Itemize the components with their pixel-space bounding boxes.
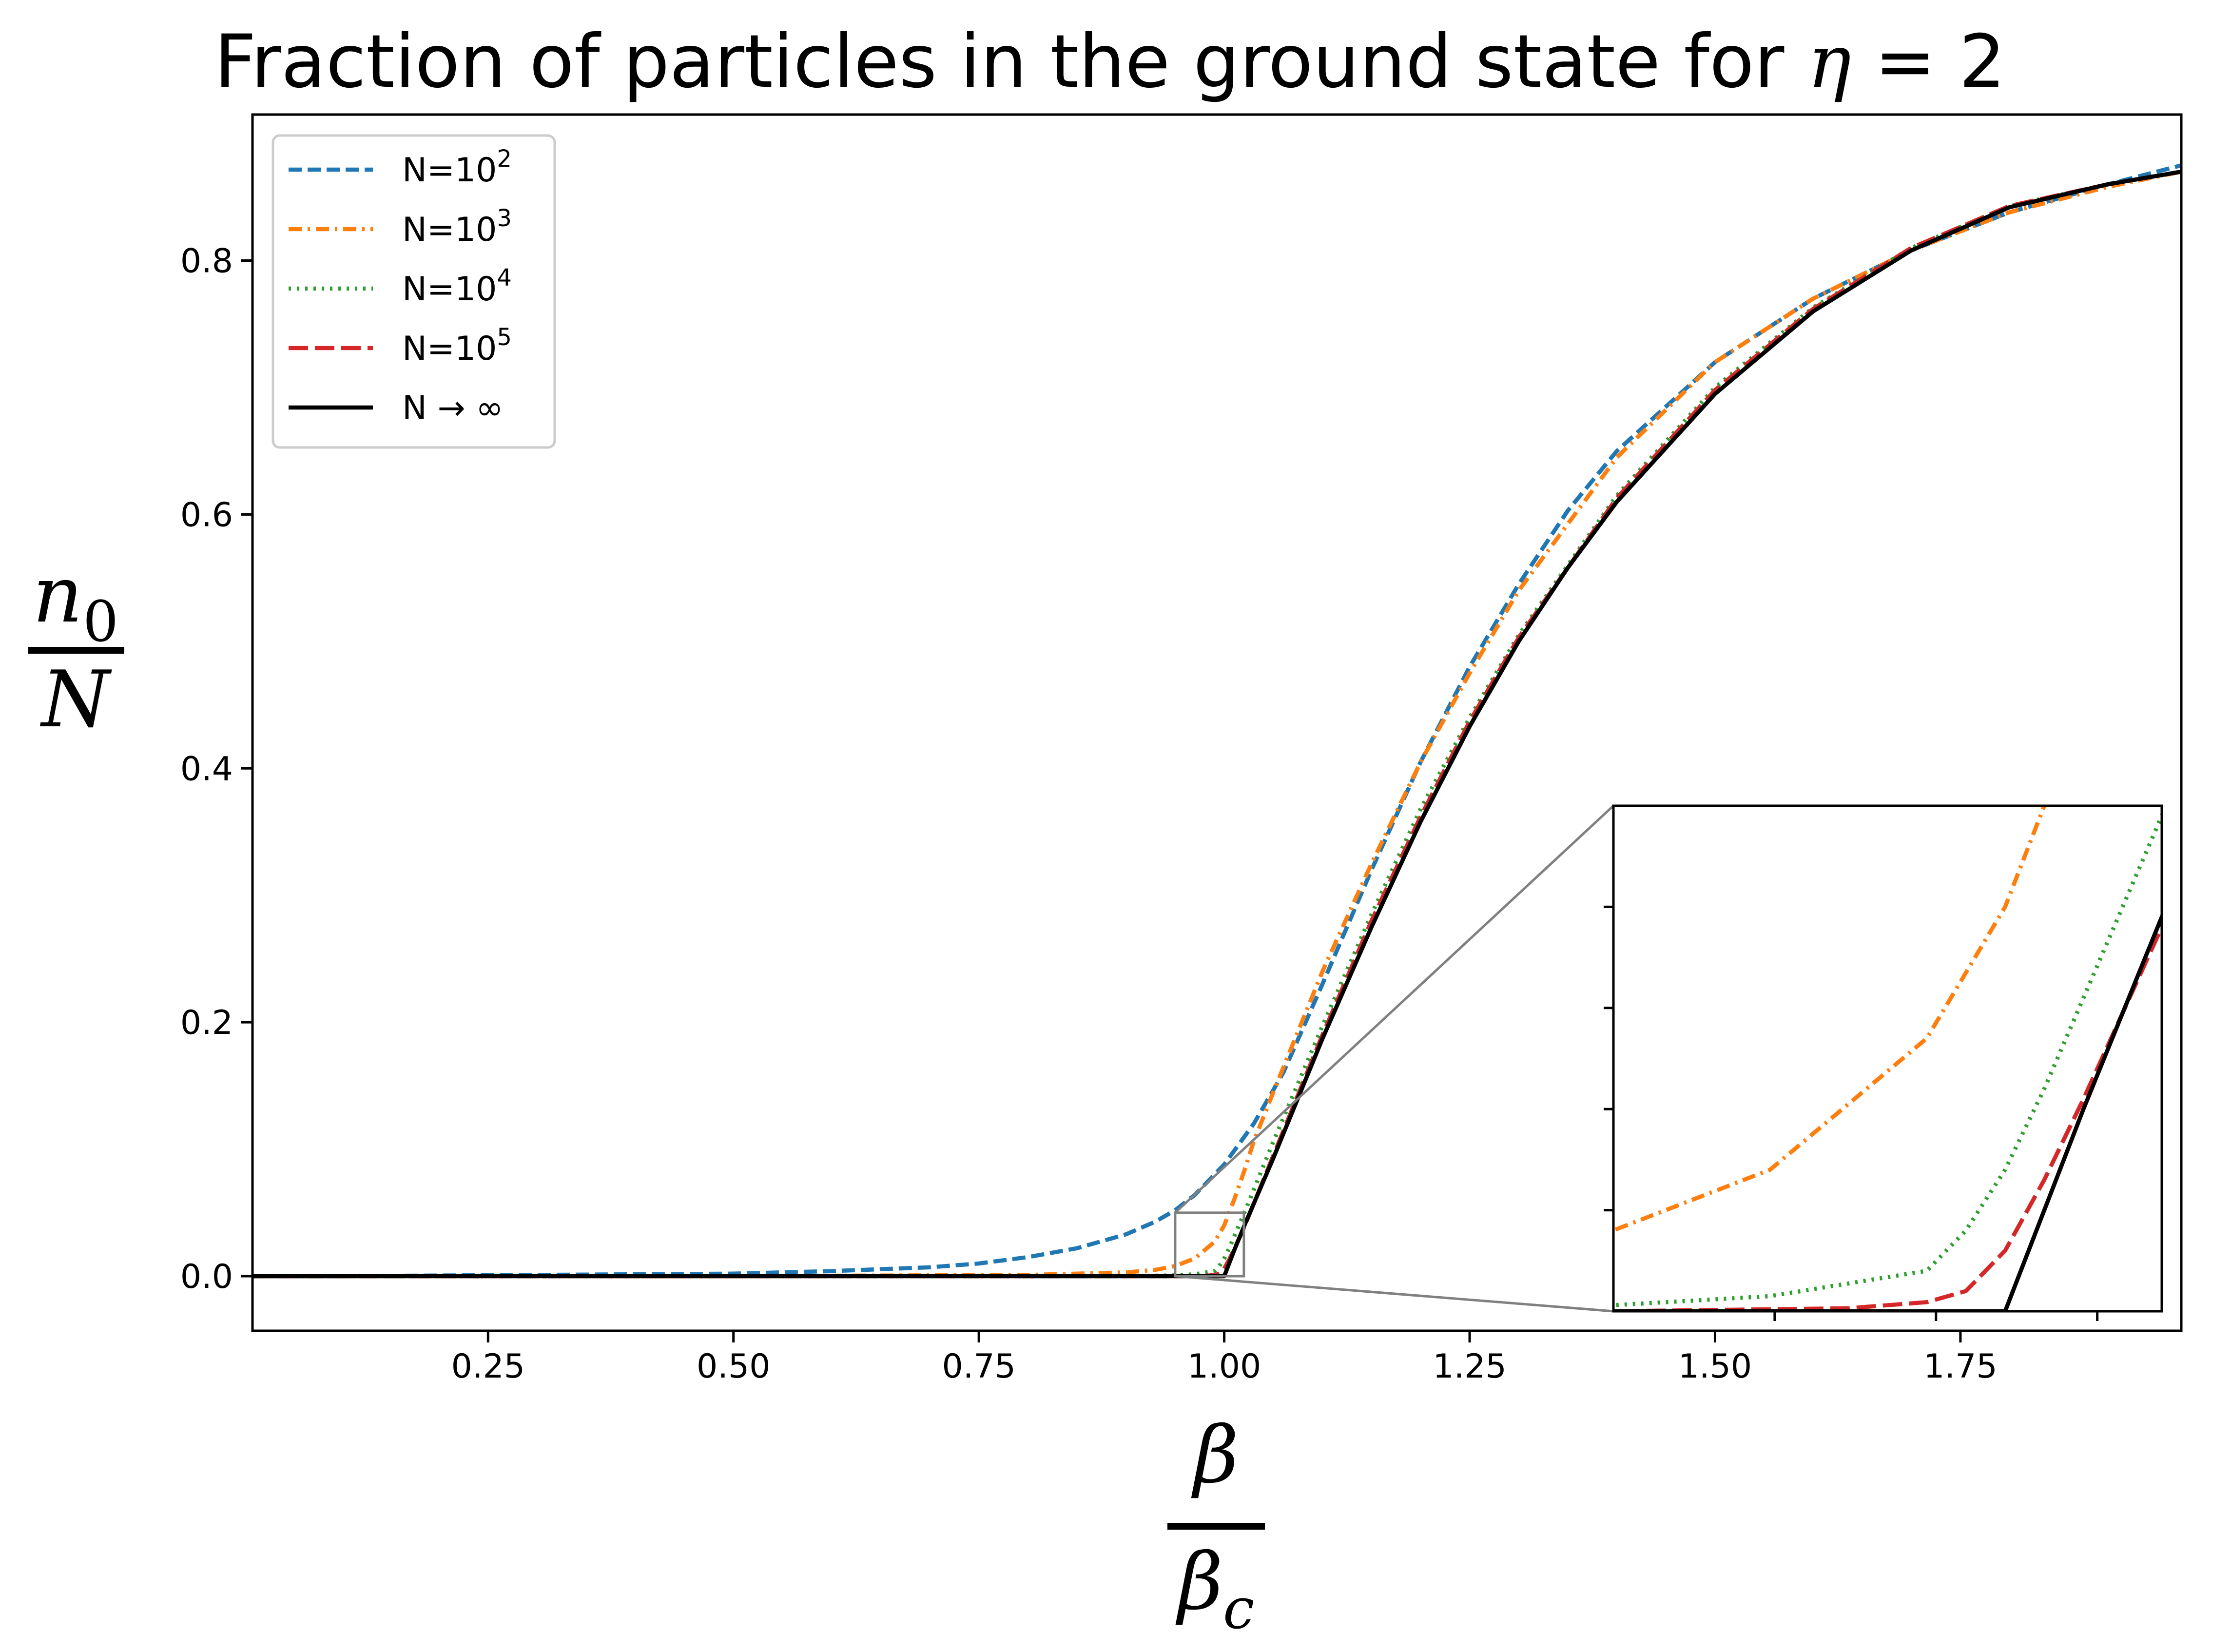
inset-series-group	[1613, 806, 2162, 1311]
legend-label-2: N=103	[402, 205, 512, 249]
legend-label-1: N=102	[402, 145, 512, 190]
x-axis-label: β βc	[1167, 1409, 1265, 1642]
y-tick-label: 0.4	[180, 750, 233, 788]
inset-axes	[1604, 804, 2163, 1321]
x-label-subscript: c	[1223, 1576, 1254, 1642]
legend-label-4: N=105	[402, 324, 512, 368]
x-axis-label-denominator: βc	[1176, 1536, 1255, 1642]
series-line-3	[252, 170, 2181, 1279]
legend-box	[272, 134, 556, 449]
zoom-connector-bottom	[1175, 1275, 1614, 1313]
x-tick-label: 0.25	[451, 1347, 525, 1386]
legend-label-superscript: 3	[497, 205, 512, 232]
plot-frame	[251, 113, 2183, 1332]
y-label-n: n	[33, 549, 83, 640]
legend-label-text: N=10	[402, 270, 497, 309]
inset-background	[1613, 806, 2162, 1311]
title-math-value: 2	[1959, 19, 2005, 104]
legend-label-superscript: 4	[497, 264, 512, 292]
y-axis-label-numerator: n0	[33, 549, 118, 655]
zoom-connector-top	[1174, 805, 1614, 1214]
y-tick-label: 0.2	[180, 1004, 233, 1042]
y-tick-label: 0.0	[180, 1258, 233, 1296]
x-tick-label: 0.50	[697, 1347, 770, 1386]
y-tick-label: 0.8	[180, 242, 233, 281]
x-tick-label: 1.75	[1923, 1347, 1997, 1386]
legend-label-5: N → ∞	[402, 389, 504, 428]
series-line-2	[252, 170, 2181, 1279]
legend-label-text: N=10	[402, 151, 497, 190]
legend-label-suffix: → ∞	[427, 389, 504, 428]
y-axis-label: n0 N	[28, 549, 124, 745]
legend-label-text: N=10	[402, 211, 497, 249]
inset-frame	[1612, 804, 2163, 1313]
y-axis-label-fraction-bar	[28, 647, 124, 654]
series-line-1	[252, 163, 2181, 1279]
y-tick-label: 0.6	[180, 496, 233, 534]
x-axis-label-numerator: β	[1191, 1409, 1239, 1500]
y-axis-label-denominator: N	[39, 654, 112, 745]
legend-label-superscript: 5	[497, 324, 512, 351]
chart-title: Fraction of particles in the ground stat…	[214, 19, 2006, 104]
y-label-subscript: 0	[83, 589, 118, 655]
x-tick-label: 1.00	[1187, 1347, 1261, 1386]
inset-series-line-4	[1613, 921, 2162, 1311]
x-tick-label: 0.75	[942, 1347, 1015, 1386]
legend-label-superscript: 2	[497, 145, 512, 173]
x-tick-label: 1.50	[1678, 1347, 1752, 1386]
legend-label-text: N	[402, 389, 427, 428]
title-math-eq: =	[1851, 19, 1959, 104]
title-text: Fraction of particles in the ground stat…	[214, 19, 1808, 104]
x-axis-label-fraction-bar	[1167, 1523, 1265, 1530]
x-label-beta: β	[1176, 1536, 1223, 1627]
legend-label-text: N=10	[402, 330, 497, 368]
tick-group: 0.25 0.50 0.75 1.00 1.25 1.50 1.75 0.0 0.2 0.4 0.6…	[180, 242, 1998, 1386]
legend-label-3: N=104	[402, 264, 512, 309]
title-math-symbol: η	[1807, 19, 1851, 104]
x-tick-label: 1.25	[1433, 1347, 1506, 1386]
zoom-indicator-box	[1174, 1211, 1245, 1278]
